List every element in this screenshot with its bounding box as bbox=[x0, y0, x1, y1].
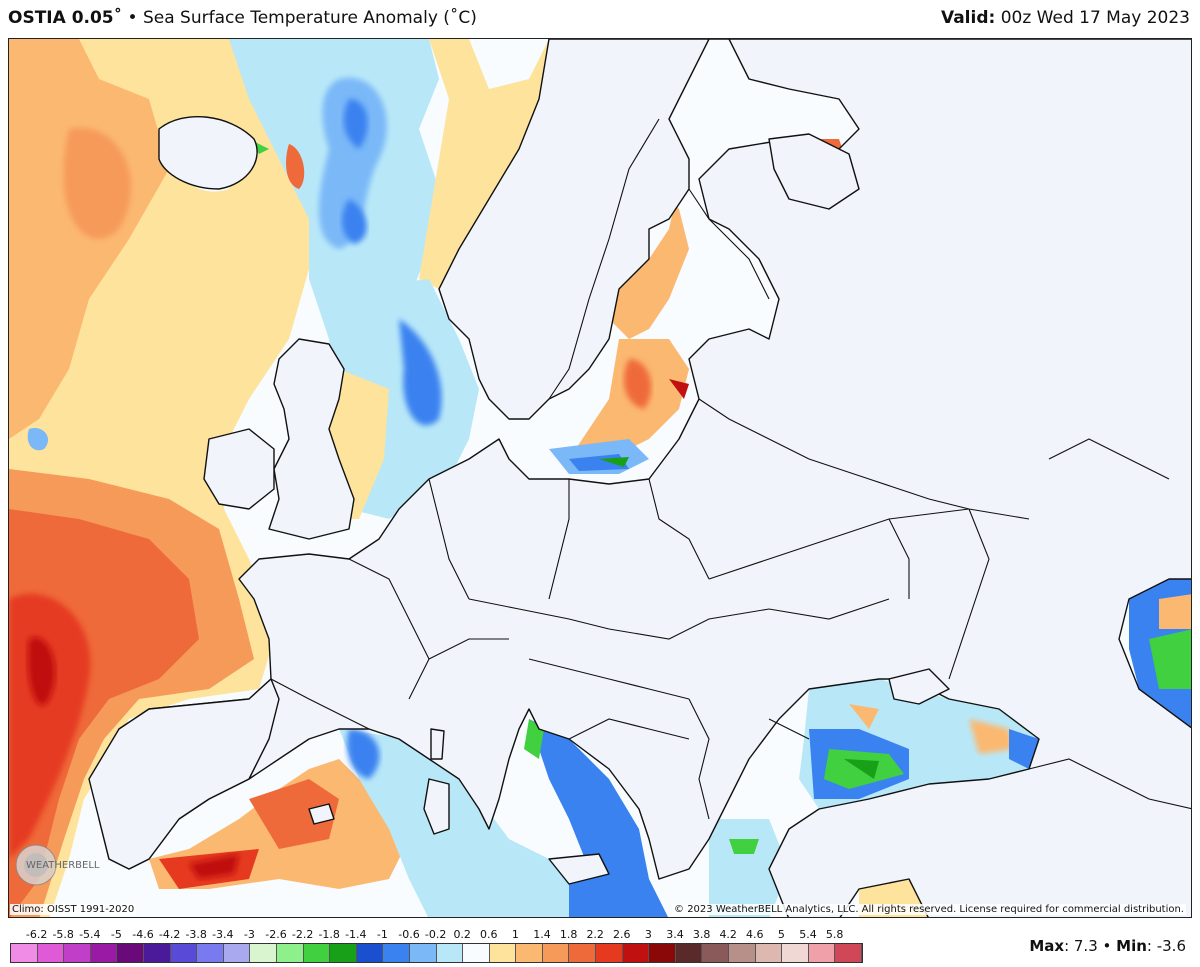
legend-swatch bbox=[542, 944, 570, 962]
legend-label: 3.4 bbox=[666, 928, 684, 941]
legend-swatch bbox=[250, 944, 277, 962]
legend-label: -1 bbox=[376, 928, 388, 941]
max-value: 7.3 bbox=[1073, 937, 1098, 955]
legend-swatch bbox=[755, 944, 783, 962]
legend-swatch bbox=[409, 944, 437, 962]
legend-swatch bbox=[596, 944, 623, 962]
legend-swatch bbox=[463, 944, 490, 962]
legend-swatch bbox=[117, 944, 144, 962]
legend-swatch bbox=[729, 944, 756, 962]
legend-label: -0.2 bbox=[424, 928, 447, 941]
legend-label: 2.6 bbox=[613, 928, 631, 941]
legend-swatch bbox=[569, 944, 597, 962]
legend-label: 0.2 bbox=[453, 928, 471, 941]
legend-label: -6.2 bbox=[25, 928, 48, 941]
legend-label: -2.6 bbox=[265, 928, 287, 941]
legend-label: -4.6 bbox=[132, 928, 154, 941]
legend-swatches bbox=[10, 943, 864, 963]
valid-time: Valid: 00z Wed 17 May 2023 bbox=[941, 8, 1190, 28]
legend-swatch bbox=[782, 944, 809, 962]
title-separator: • bbox=[127, 8, 138, 28]
legend-label: 5.8 bbox=[825, 928, 844, 941]
legend-swatch bbox=[356, 944, 384, 962]
legend-swatch bbox=[64, 944, 91, 962]
country-borders bbox=[270, 118, 1191, 820]
legend-swatch bbox=[702, 944, 730, 962]
legend-swatch bbox=[170, 944, 198, 962]
legend-label: -5.8 bbox=[52, 928, 74, 941]
legend-label: 1.4 bbox=[533, 928, 551, 941]
legend-swatch bbox=[143, 944, 171, 962]
copyright-notice: © 2023 WeatherBELL Analytics, LLC. All r… bbox=[672, 904, 1186, 915]
legend-label: 3.8 bbox=[692, 928, 711, 941]
caspian-anomaly bbox=[1129, 579, 1191, 729]
legend-swatch bbox=[808, 944, 836, 962]
legend-label: -5.4 bbox=[79, 928, 101, 941]
legend-label: -0.6 bbox=[398, 928, 420, 941]
legend-label: 1.8 bbox=[559, 928, 578, 941]
max-label: Max bbox=[1029, 937, 1065, 955]
legend-swatch bbox=[436, 944, 464, 962]
legend-label: 5.4 bbox=[799, 928, 817, 941]
legend-swatch bbox=[330, 944, 357, 962]
color-legend: -6.2 -5.8 -5.4 -5 -4.6 -4.2 -3.8 -3.4 -3 -2.6 -2.2… bbox=[10, 928, 870, 964]
max-min-readout: Max: 7.3 • Min: -3.6 bbox=[1029, 937, 1186, 955]
climatology-note: Climo: OISST 1991-2020 bbox=[10, 904, 137, 915]
legend-label: 4.2 bbox=[719, 928, 737, 941]
legend-swatch bbox=[303, 944, 331, 962]
sst-anomaly-map bbox=[8, 38, 1192, 918]
legend-labels: -6.2 -5.8 -5.4 -5 -4.6 -4.2 -3.8 -3.4 -3 -2.6 -2.2… bbox=[10, 928, 870, 941]
min-label: Min bbox=[1116, 937, 1147, 955]
legend-swatch bbox=[675, 944, 703, 962]
legend-label: 1 bbox=[511, 928, 519, 941]
header: OSTIA 0.05˚ • Sea Surface Temperature An… bbox=[0, 0, 1200, 36]
legend-label: 3 bbox=[644, 928, 652, 941]
legend-label: -1.8 bbox=[318, 928, 340, 941]
land bbox=[88, 39, 1191, 917]
legend-label: -4.2 bbox=[158, 928, 181, 941]
legend-label: -1.4 bbox=[345, 928, 367, 941]
legend-swatch bbox=[276, 944, 304, 962]
valid-time-value: 00z Wed 17 May 2023 bbox=[1000, 8, 1190, 28]
legend-swatch bbox=[516, 944, 543, 962]
legend-label: -5 bbox=[110, 928, 122, 941]
legend-swatch bbox=[649, 944, 676, 962]
legend-label: -3.8 bbox=[185, 928, 207, 941]
mediterranean-anomaly bbox=[149, 719, 928, 917]
legend-swatch bbox=[489, 944, 517, 962]
legend-swatch bbox=[223, 944, 251, 962]
logo-graphic: WEATHERBELL bbox=[15, 844, 100, 886]
legend-label: 2.2 bbox=[586, 928, 604, 941]
legend-label: -3 bbox=[243, 928, 255, 941]
min-value: -3.6 bbox=[1156, 937, 1186, 955]
legend-label: 4.6 bbox=[746, 928, 764, 941]
legend-swatch bbox=[835, 944, 862, 962]
legend-swatch bbox=[37, 944, 65, 962]
legend-label: 5 bbox=[777, 928, 785, 941]
logo-text: WEATHERBELL bbox=[26, 860, 100, 871]
legend-label: -2.2 bbox=[291, 928, 314, 941]
black-sea-anomaly bbox=[799, 679, 1039, 809]
product-name: OSTIA 0.05˚ bbox=[8, 8, 123, 28]
legend-swatch bbox=[383, 944, 410, 962]
product-description: Sea Surface Temperature Anomaly (˚C) bbox=[142, 8, 477, 28]
map-canvas bbox=[9, 39, 1191, 917]
legend-label: 0.6 bbox=[480, 928, 498, 941]
legend-swatch bbox=[11, 944, 38, 962]
legend-swatch bbox=[622, 944, 650, 962]
legend-swatch bbox=[197, 944, 224, 962]
weatherbell-logo: WEATHERBELL bbox=[14, 835, 114, 895]
legend-swatch bbox=[90, 944, 118, 962]
valid-label: Valid: bbox=[940, 8, 996, 28]
map-title: OSTIA 0.05˚ • Sea Surface Temperature An… bbox=[8, 8, 477, 28]
legend-label: -3.4 bbox=[212, 928, 234, 941]
